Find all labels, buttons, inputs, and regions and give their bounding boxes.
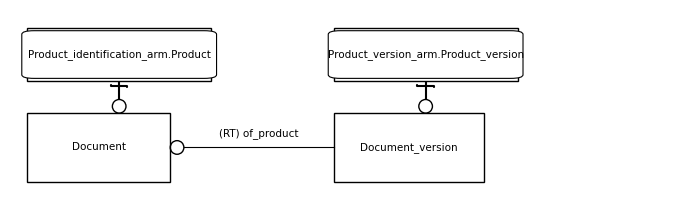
Bar bbox=[334, 28, 518, 81]
Bar bbox=[334, 113, 484, 182]
Bar bbox=[27, 28, 211, 81]
Text: Product_identification_arm.Product: Product_identification_arm.Product bbox=[28, 49, 210, 60]
Text: Product_version_arm.Product_version: Product_version_arm.Product_version bbox=[328, 49, 524, 60]
Text: Document_version: Document_version bbox=[360, 142, 458, 153]
Text: (RT) of_product: (RT) of_product bbox=[219, 128, 298, 139]
FancyBboxPatch shape bbox=[328, 31, 523, 78]
FancyBboxPatch shape bbox=[22, 31, 217, 78]
Bar bbox=[27, 113, 170, 182]
Text: Document: Document bbox=[72, 142, 126, 153]
